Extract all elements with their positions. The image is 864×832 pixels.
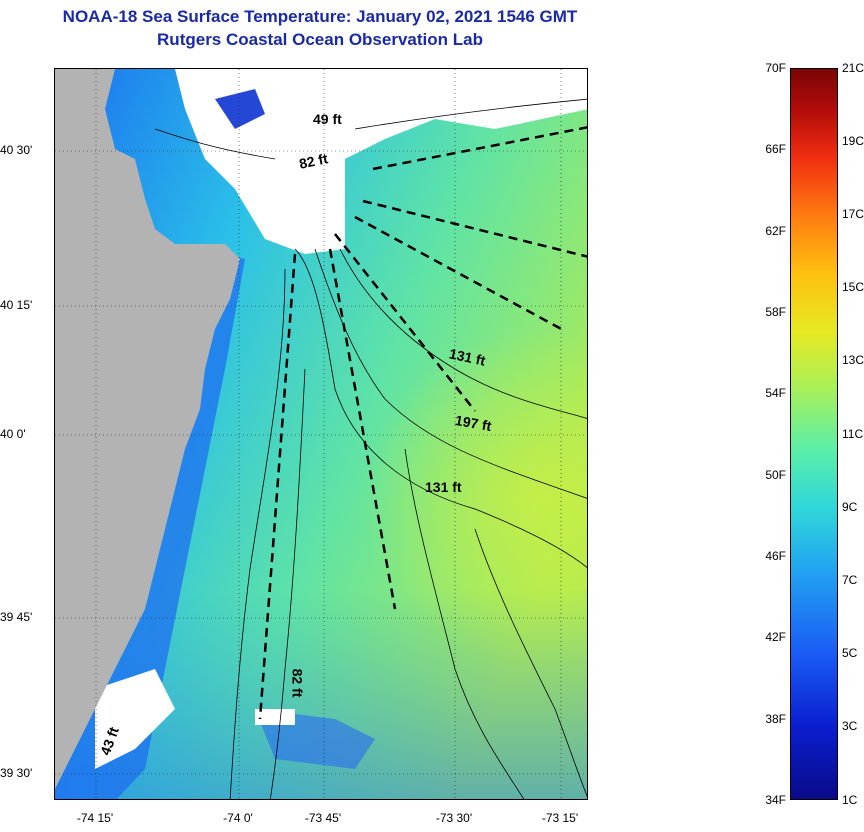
sst-map: 49 ft 82 ft 131 ft 197 ft 131 ft 82 ft 4… [54,68,588,800]
colorbar-f-label: 70F [765,61,786,75]
lon-label-74-00: -74 0' [223,811,253,825]
colorbar-f-label: 54F [765,386,786,400]
colorbar-f-label: 58F [765,305,786,319]
survey-lines [258,126,587,720]
colorbar-c-label: 5C [842,646,858,660]
cloud-patch-small [255,709,295,725]
colorbar-c-label: 1C [842,793,858,807]
cold-bay-water [215,89,265,129]
colorbar-f-label: 62F [765,224,786,238]
depth-label-82ft-south: 82 ft [289,668,306,698]
lon-label-73-15: -73 15' [541,811,579,825]
colorbar-f-label: 34F [765,793,786,807]
colorbar-f-label: 46F [765,549,786,563]
depth-label-131ft-south: 131 ft [425,479,462,495]
sst-map-canvas [55,69,587,799]
depth-label-49ft: 49 ft [313,111,342,127]
colorbar-c-label: 15C [842,280,864,294]
warm-water-patch [345,329,587,669]
lat-label-40-30: 40 30' [0,143,33,157]
map-subtitle: Rutgers Coastal Ocean Observation Lab [157,30,483,49]
colorbar-c-label: 19C [842,134,864,148]
lat-label-40-15: 40 15' [0,298,33,312]
colorbar-f-label: 50F [765,468,786,482]
lat-label-39-45: 39 45' [0,610,33,624]
land-new-jersey [55,69,240,789]
colorbar-c-label: 17C [842,207,864,221]
colorbar-c-label: 13C [842,353,864,367]
colorbar-f-label: 42F [765,630,786,644]
colorbar-c-label: 11C [842,427,864,441]
lat-label-40-00: 40 0' [0,427,26,441]
lat-label-39-30: 39 30' [0,766,33,780]
lon-label-73-45: -73 45' [304,811,342,825]
colorbar-c-label: 9C [842,500,858,514]
lon-label-74-15: -74 15' [76,811,114,825]
bathymetry-contours [154,98,587,799]
cloud-cover-north [175,69,587,254]
colorbar-c-label: 3C [842,719,858,733]
cloud-patch-south [95,669,175,769]
colorbar-c-label: 21C [842,61,864,75]
map-title: NOAA-18 Sea Surface Temperature: January… [62,7,578,26]
colorbar-c-label: 7C [842,573,858,587]
temperature-colorbar [790,68,838,800]
colorbar-f-label: 66F [765,142,786,156]
lon-label-73-30: -73 30' [435,811,473,825]
graticule [55,69,587,799]
colorbar-f-label: 38F [765,712,786,726]
